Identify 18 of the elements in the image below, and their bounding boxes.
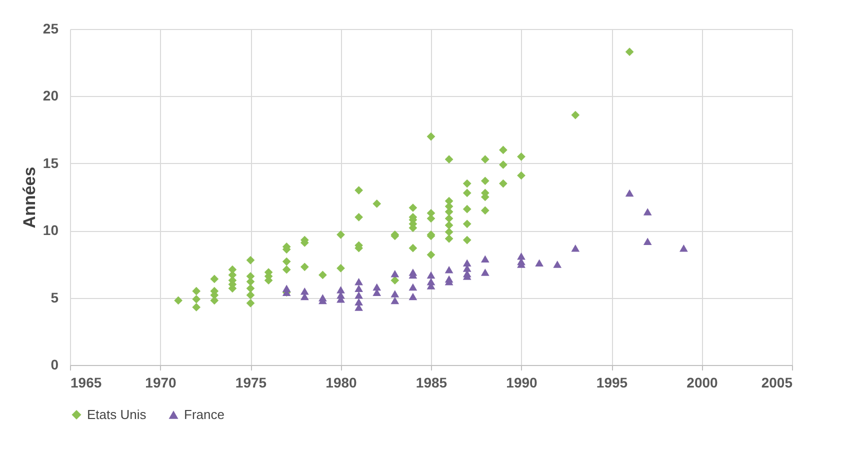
legend-label: France <box>184 406 224 422</box>
y-axis-title: Années <box>20 166 39 228</box>
x-tick-label: 1995 <box>596 374 628 390</box>
x-tick-label: 1980 <box>326 374 358 390</box>
y-tick-label: 25 <box>42 20 59 36</box>
legend-label: Etats Unis <box>87 406 147 422</box>
x-tick-label: 2000 <box>686 374 718 390</box>
x-tick-label: 2005 <box>761 374 793 390</box>
x-tick-label: 1975 <box>235 374 267 390</box>
x-tick-label: 1970 <box>145 374 177 390</box>
x-tick-label: 1990 <box>506 374 538 390</box>
y-tick-label: 5 <box>50 289 59 306</box>
y-tick-label: 0 <box>50 356 59 372</box>
y-tick-label: 20 <box>42 88 59 104</box>
x-tick-label: 1965 <box>70 374 102 390</box>
y-tick-label: 10 <box>42 222 59 238</box>
x-tick-label: 1985 <box>416 374 448 390</box>
y-tick-label: 15 <box>42 154 59 171</box>
